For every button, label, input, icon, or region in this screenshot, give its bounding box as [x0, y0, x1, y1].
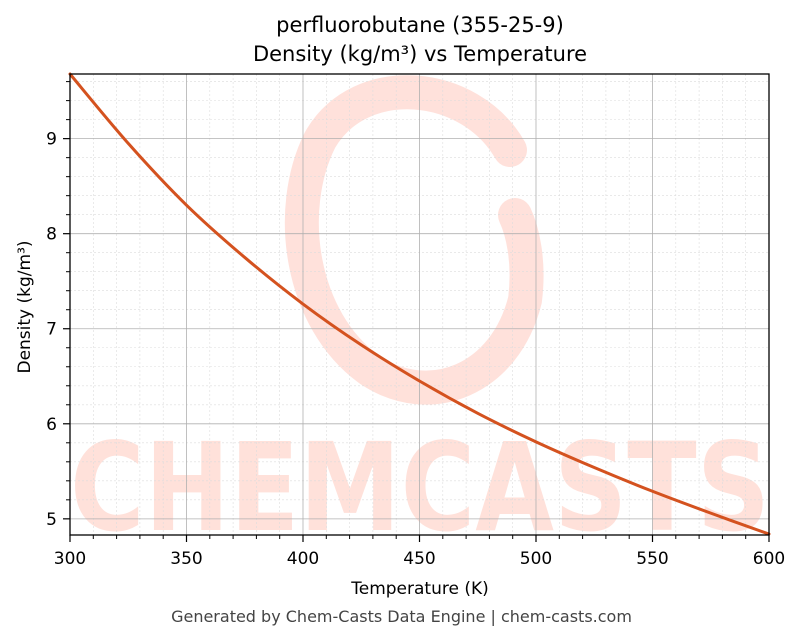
watermark-logo-ring [284, 75, 544, 405]
chart-title: perfluorobutane (355-25-9) [276, 13, 564, 37]
watermark: CHEMCASTS [70, 75, 770, 559]
x-axis-label: Temperature (K) [350, 579, 489, 599]
x-axis-ticks: 300 350 400 450 500 550 600 [54, 535, 785, 569]
y-tick-label: 9 [46, 130, 57, 150]
chart-subtitle: Density (kg/m³) vs Temperature [253, 42, 587, 66]
x-tick-label: 550 [636, 549, 668, 569]
x-tick-label: 350 [170, 549, 202, 569]
x-tick-label: 500 [520, 549, 552, 569]
y-tick-label: 7 [46, 320, 57, 340]
footer-credit: Generated by Chem-Casts Data Engine | ch… [171, 607, 632, 626]
y-tick-label: 8 [46, 225, 57, 245]
x-tick-label: 450 [403, 549, 435, 569]
y-axis-ticks: 5 6 7 8 9 [46, 81, 70, 530]
density-curve [68, 72, 771, 536]
x-tick-label: 400 [287, 549, 319, 569]
x-tick-label: 300 [54, 549, 86, 569]
y-tick-label: 6 [46, 415, 57, 435]
x-tick-label: 600 [753, 549, 785, 569]
y-tick-label: 5 [46, 510, 57, 530]
y-axis-label: Density (kg/m³) [15, 240, 35, 373]
